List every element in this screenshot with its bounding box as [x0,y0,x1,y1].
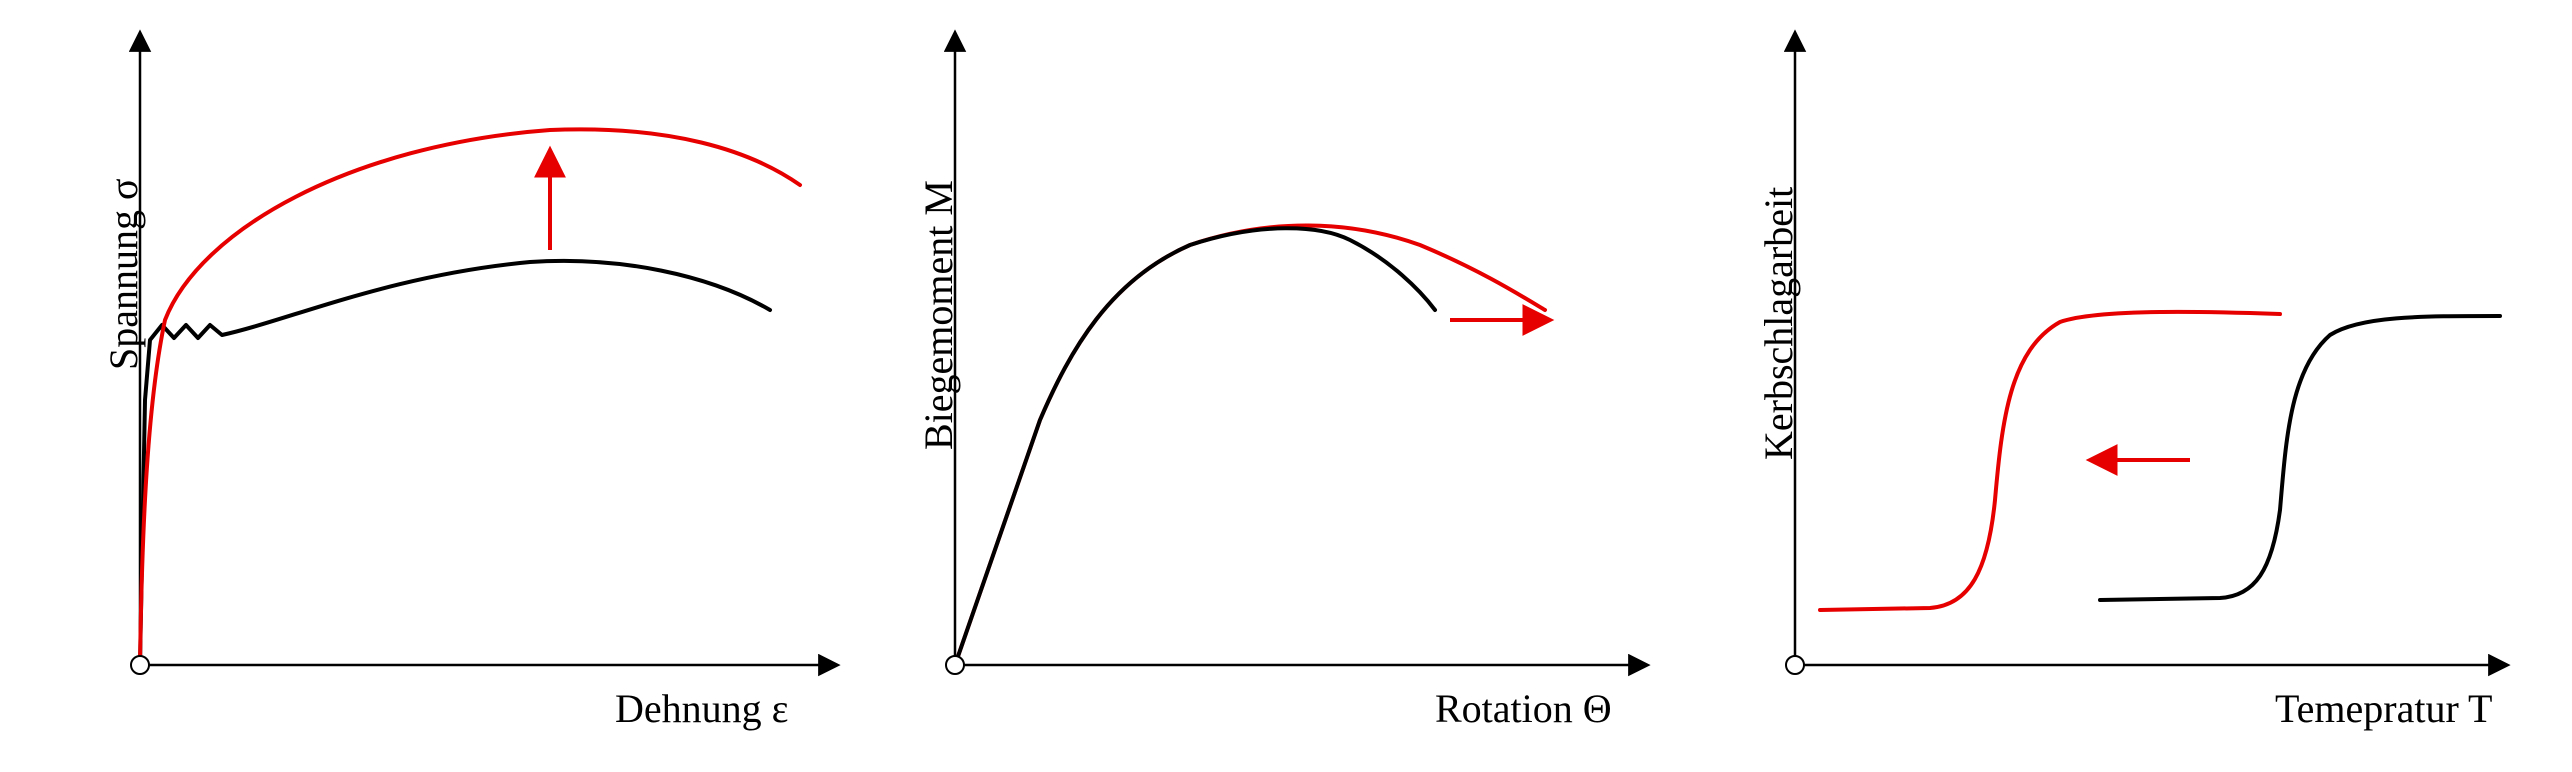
figure-row: Spannung σ Dehnung ε Biegemoment M Rotat… [0,0,2572,772]
panel-charpy: Kerbschlagarbeit Temepratur T [1720,0,2550,772]
origin-marker [1786,656,1804,674]
curve-red [140,129,800,665]
origin-marker [131,656,149,674]
panel-moment-rotation: Biegemoment M Rotation Θ [880,0,1680,772]
chart-stress-strain [30,0,860,772]
x-axis-label: Rotation Θ [1435,685,1612,732]
chart-moment-rotation [880,0,1680,772]
y-axis-label: Biegemoment M [915,180,962,450]
curve-red [955,225,1545,665]
x-axis-label: Dehnung ε [615,685,788,732]
curve-red [1820,312,2280,610]
x-axis-label: Temepratur T [2275,685,2492,732]
origin-marker [946,656,964,674]
curve-black [140,261,770,665]
y-axis-label: Kerbschlagarbeit [1755,187,1802,460]
panel-stress-strain: Spannung σ Dehnung ε [30,0,860,772]
chart-charpy [1720,0,2550,772]
curve-black [955,228,1435,665]
y-axis-label: Spannung σ [100,178,147,370]
